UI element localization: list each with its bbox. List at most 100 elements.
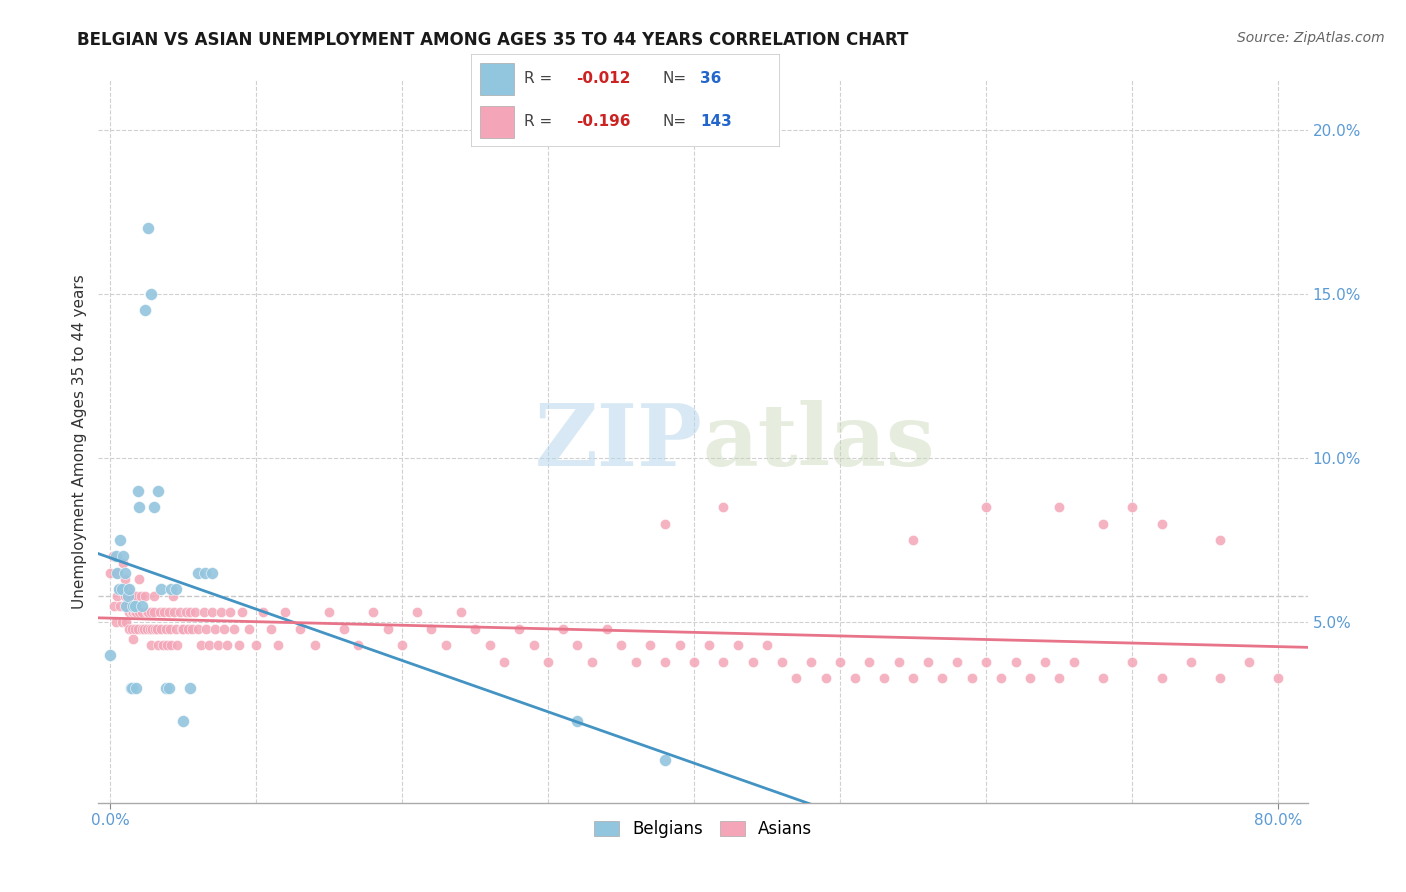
Point — [231, 605, 253, 619]
Point — [142, 589, 165, 603]
Text: -0.012: -0.012 — [576, 71, 631, 87]
Point — [150, 622, 173, 636]
Point — [122, 632, 145, 646]
Point — [122, 605, 145, 619]
Point — [110, 599, 132, 613]
Text: BELGIAN VS ASIAN UNEMPLOYMENT AMONG AGES 35 TO 44 YEARS CORRELATION CHART: BELGIAN VS ASIAN UNEMPLOYMENT AMONG AGES… — [77, 31, 908, 49]
Point — [215, 638, 238, 652]
Point — [156, 638, 179, 652]
Point — [136, 605, 159, 619]
Point — [103, 599, 125, 613]
Point — [139, 605, 162, 619]
Point — [131, 622, 153, 636]
Point — [117, 599, 139, 613]
Point — [990, 671, 1012, 685]
Point — [114, 589, 136, 603]
FancyBboxPatch shape — [471, 54, 780, 147]
Point — [304, 638, 326, 652]
Point — [142, 605, 165, 619]
Point — [117, 589, 139, 603]
Point — [668, 638, 690, 652]
Point — [176, 622, 198, 636]
Point — [1033, 655, 1056, 669]
Point — [204, 622, 226, 636]
Point — [180, 622, 202, 636]
Point — [157, 605, 180, 619]
Point — [121, 605, 143, 619]
Point — [785, 671, 807, 685]
Point — [193, 605, 215, 619]
Point — [139, 638, 162, 652]
Point — [150, 582, 173, 597]
Point — [125, 589, 148, 603]
Point — [146, 622, 169, 636]
Point — [209, 605, 232, 619]
Point — [135, 622, 157, 636]
Point — [1063, 655, 1085, 669]
Point — [165, 622, 187, 636]
Point — [567, 638, 589, 652]
Point — [252, 605, 274, 619]
Point — [169, 605, 191, 619]
Point — [391, 638, 413, 652]
Point — [128, 573, 150, 587]
FancyBboxPatch shape — [481, 106, 515, 138]
Point — [1092, 516, 1115, 531]
Point — [120, 681, 142, 695]
Point — [132, 622, 155, 636]
Point — [184, 605, 207, 619]
Point — [149, 605, 172, 619]
Point — [1121, 500, 1143, 515]
Point — [107, 589, 129, 603]
Point — [135, 605, 157, 619]
Point — [267, 638, 290, 652]
Point — [104, 615, 127, 630]
Point — [212, 622, 235, 636]
Point — [697, 638, 720, 652]
Text: Source: ZipAtlas.com: Source: ZipAtlas.com — [1237, 31, 1385, 45]
Point — [450, 605, 472, 619]
Point — [654, 516, 676, 531]
Point — [567, 714, 589, 728]
Point — [111, 582, 134, 597]
Point — [145, 622, 167, 636]
Point — [114, 566, 136, 580]
Point — [187, 622, 209, 636]
Point — [201, 605, 224, 619]
Point — [157, 681, 180, 695]
Point — [537, 655, 560, 669]
Point — [683, 655, 706, 669]
Point — [174, 605, 197, 619]
Point — [931, 671, 953, 685]
Point — [420, 622, 443, 636]
Point — [155, 681, 177, 695]
Point — [172, 622, 194, 636]
Point — [115, 615, 138, 630]
Point — [610, 638, 633, 652]
Point — [523, 638, 546, 652]
Point — [478, 638, 501, 652]
Point — [741, 655, 763, 669]
Point — [148, 483, 170, 498]
Point — [128, 605, 150, 619]
Point — [127, 483, 149, 498]
Point — [166, 638, 188, 652]
Point — [903, 671, 925, 685]
Y-axis label: Unemployment Among Ages 35 to 44 years: Unemployment Among Ages 35 to 44 years — [72, 274, 87, 609]
Point — [1092, 671, 1115, 685]
Point — [170, 622, 193, 636]
Text: R =: R = — [523, 71, 551, 87]
Text: N=: N= — [662, 71, 688, 87]
Point — [118, 605, 141, 619]
Point — [260, 622, 283, 636]
Point — [198, 638, 221, 652]
Point — [194, 566, 217, 580]
Point — [347, 638, 370, 652]
Point — [318, 605, 340, 619]
Point — [844, 671, 866, 685]
Point — [494, 655, 516, 669]
Point — [98, 566, 121, 580]
Point — [108, 582, 131, 597]
Point — [111, 615, 134, 630]
Point — [464, 622, 486, 636]
